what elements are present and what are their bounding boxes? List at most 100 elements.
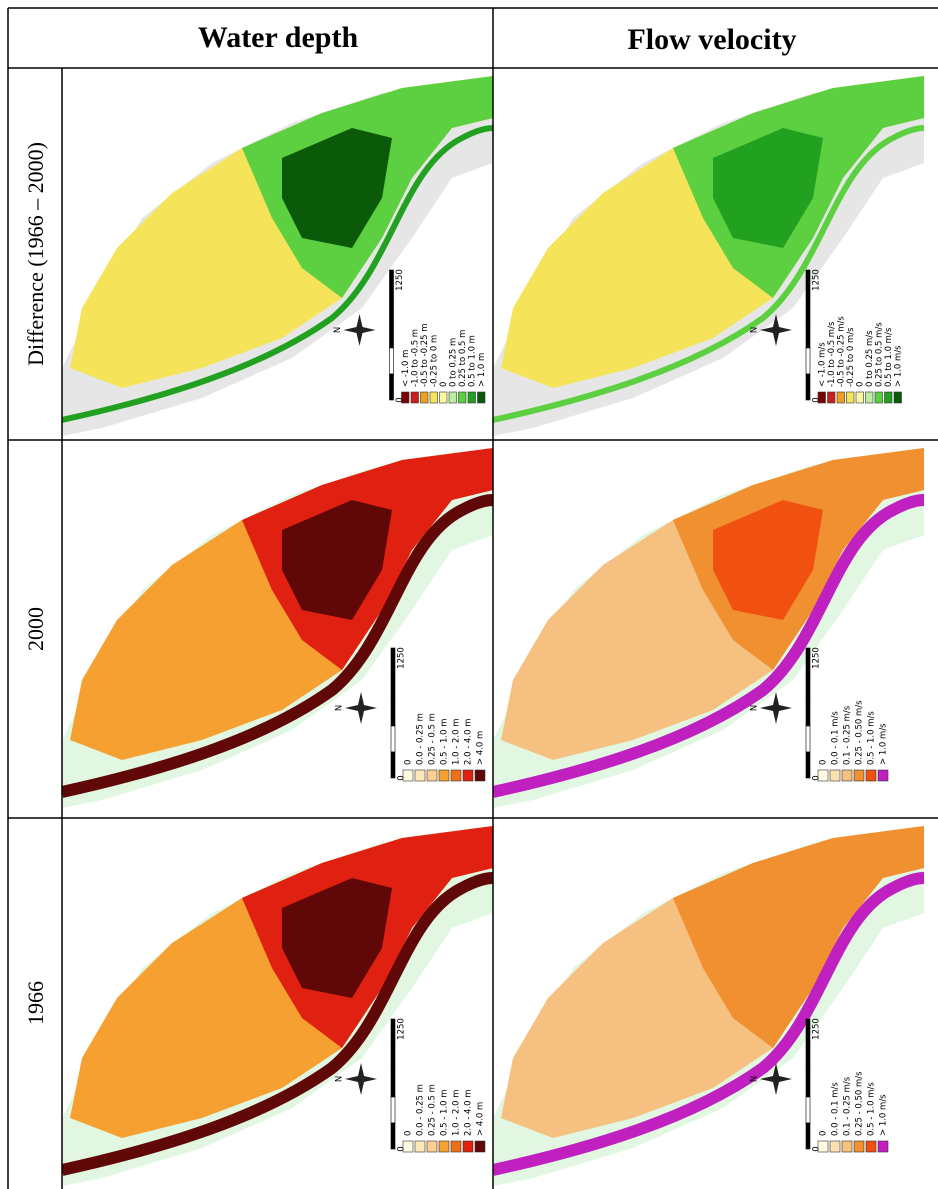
legend-label: -0.5 to -0.25 m/s [836,316,846,387]
scale-bar [806,674,810,700]
scale-bar [806,296,810,322]
scale-bar [391,648,395,674]
legend-label: 0 to 0.25 m/s [865,330,875,387]
legend-swatch [847,392,855,403]
scale-bar [806,1123,810,1149]
legend-label: 0.0 - 0.1 m/s [831,711,841,765]
legend-label: 0.0 - 0.1 m/s [831,1082,841,1136]
legend-label: 0.5 - 1.0 m/s [867,1082,877,1136]
legend-swatch [885,392,893,403]
north-label: N [750,1076,760,1082]
legend-label: 0.25 - 0.5 m [428,713,438,765]
legend-swatch [449,392,457,403]
legend-swatch [894,392,902,403]
scale-label: 0 [812,397,822,402]
legend-swatch [439,770,449,781]
scale-label: 0 [812,775,822,780]
legend-label: 0.25 - 0.50 m/s [855,700,865,765]
column-header: Flow velocity [627,23,796,56]
legend-swatch [459,392,467,403]
scale-label: 1250 [397,1018,407,1040]
legend-label: 2.0 - 4.0 m [464,719,474,766]
scale-label: 1250 [397,647,407,669]
legend-swatch [430,392,438,403]
row-label: 2000 [23,607,48,651]
north-label: N [335,705,345,711]
legend-label: < -1.0 m/s [817,342,827,387]
legend-swatch [415,1141,425,1152]
scale-label: 0 [397,1146,407,1151]
scale-bar [806,700,810,726]
legend-label: 1.0 - 2.0 m [452,1090,462,1137]
legend-swatch [439,1141,449,1152]
column-header: Water depth [198,21,359,54]
page: < -1.0 m-1.0 to -0.5 m-0.5 to -0.25 m-0.… [0,0,938,1189]
legend-label: 0 [439,382,449,387]
legend-swatch [478,392,486,403]
row-label: 1966 [23,981,48,1025]
north-label: N [750,705,760,711]
scale-bar [391,1019,395,1045]
legend-swatch [451,1141,461,1152]
legend-label: 0.5 to 1.0 m/s [884,327,894,387]
legend-swatch [427,770,437,781]
scale-bar [806,348,810,374]
legend-label: 0.5 - 1.0 m [440,719,450,766]
legend-label: 0.5 - 1.0 m/s [867,711,877,765]
legend-label: 0.25 to 0.5 m/s [874,322,884,387]
legend-label: 0.25 - 0.50 m/s [855,1071,865,1136]
scale-label: 0 [395,397,405,402]
scale-bar [390,322,394,348]
legend-swatch [440,392,448,403]
legend-swatch [451,770,461,781]
legend-swatch [866,1141,876,1152]
legend-swatch [411,392,419,403]
legend-swatch [842,770,852,781]
legend-label: 0 [819,1131,829,1136]
legend-swatch [854,1141,864,1152]
scale-bar [391,752,395,778]
scale-label: 1250 [395,269,405,291]
legend-label: 0.0 - 0.25 m [416,713,426,765]
scale-label: 1250 [812,1018,822,1040]
scale-bar [391,1123,395,1149]
legend-label: > 4.0 m [476,731,486,765]
legend-swatch [415,770,425,781]
legend-swatch [427,1141,437,1152]
figure: < -1.0 m-1.0 to -0.5 m-0.5 to -0.25 m-0.… [0,0,938,1189]
scale-bar [391,1071,395,1097]
scale-bar [806,1045,810,1071]
scale-bar [806,1019,810,1045]
scale-bar [390,270,394,296]
legend-swatch [866,392,874,403]
legend-label: -0.5 to -0.25 m [420,324,430,388]
legend-label: 0 [819,760,829,765]
scale-bar [391,700,395,726]
legend-label: 0.5 to 1.0 m [467,335,477,387]
legend-swatch [842,1141,852,1152]
legend-label: -0.25 to 0 m/s [846,327,856,387]
north-label: N [333,327,343,333]
legend-label: 0 [404,1131,414,1136]
legend-swatch [866,770,876,781]
legend-swatch [475,1141,485,1152]
scale-bar [391,674,395,700]
legend-swatch [421,392,429,403]
legend-label: -1.0 to -0.5 m [410,329,420,387]
legend-label: 2.0 - 4.0 m [464,1090,474,1137]
legend-swatch [854,770,864,781]
legend-swatch [875,392,883,403]
legend-swatch [830,770,840,781]
scale-bar [390,348,394,374]
legend-swatch [468,392,476,403]
legend-label: 0.25 to 0.5 m [458,330,468,387]
scale-bar [806,726,810,752]
legend-label: 1.0 - 2.0 m [452,719,462,766]
legend-swatch [878,1141,888,1152]
legend-label: 0.5 - 1.0 m [440,1090,450,1137]
row-label: Difference (1966 – 2000) [23,142,48,366]
legend-label: > 1.0 m/s [893,345,903,387]
legend-swatch [463,770,473,781]
scale-bar [806,374,810,400]
scale-label: 1250 [812,647,822,669]
